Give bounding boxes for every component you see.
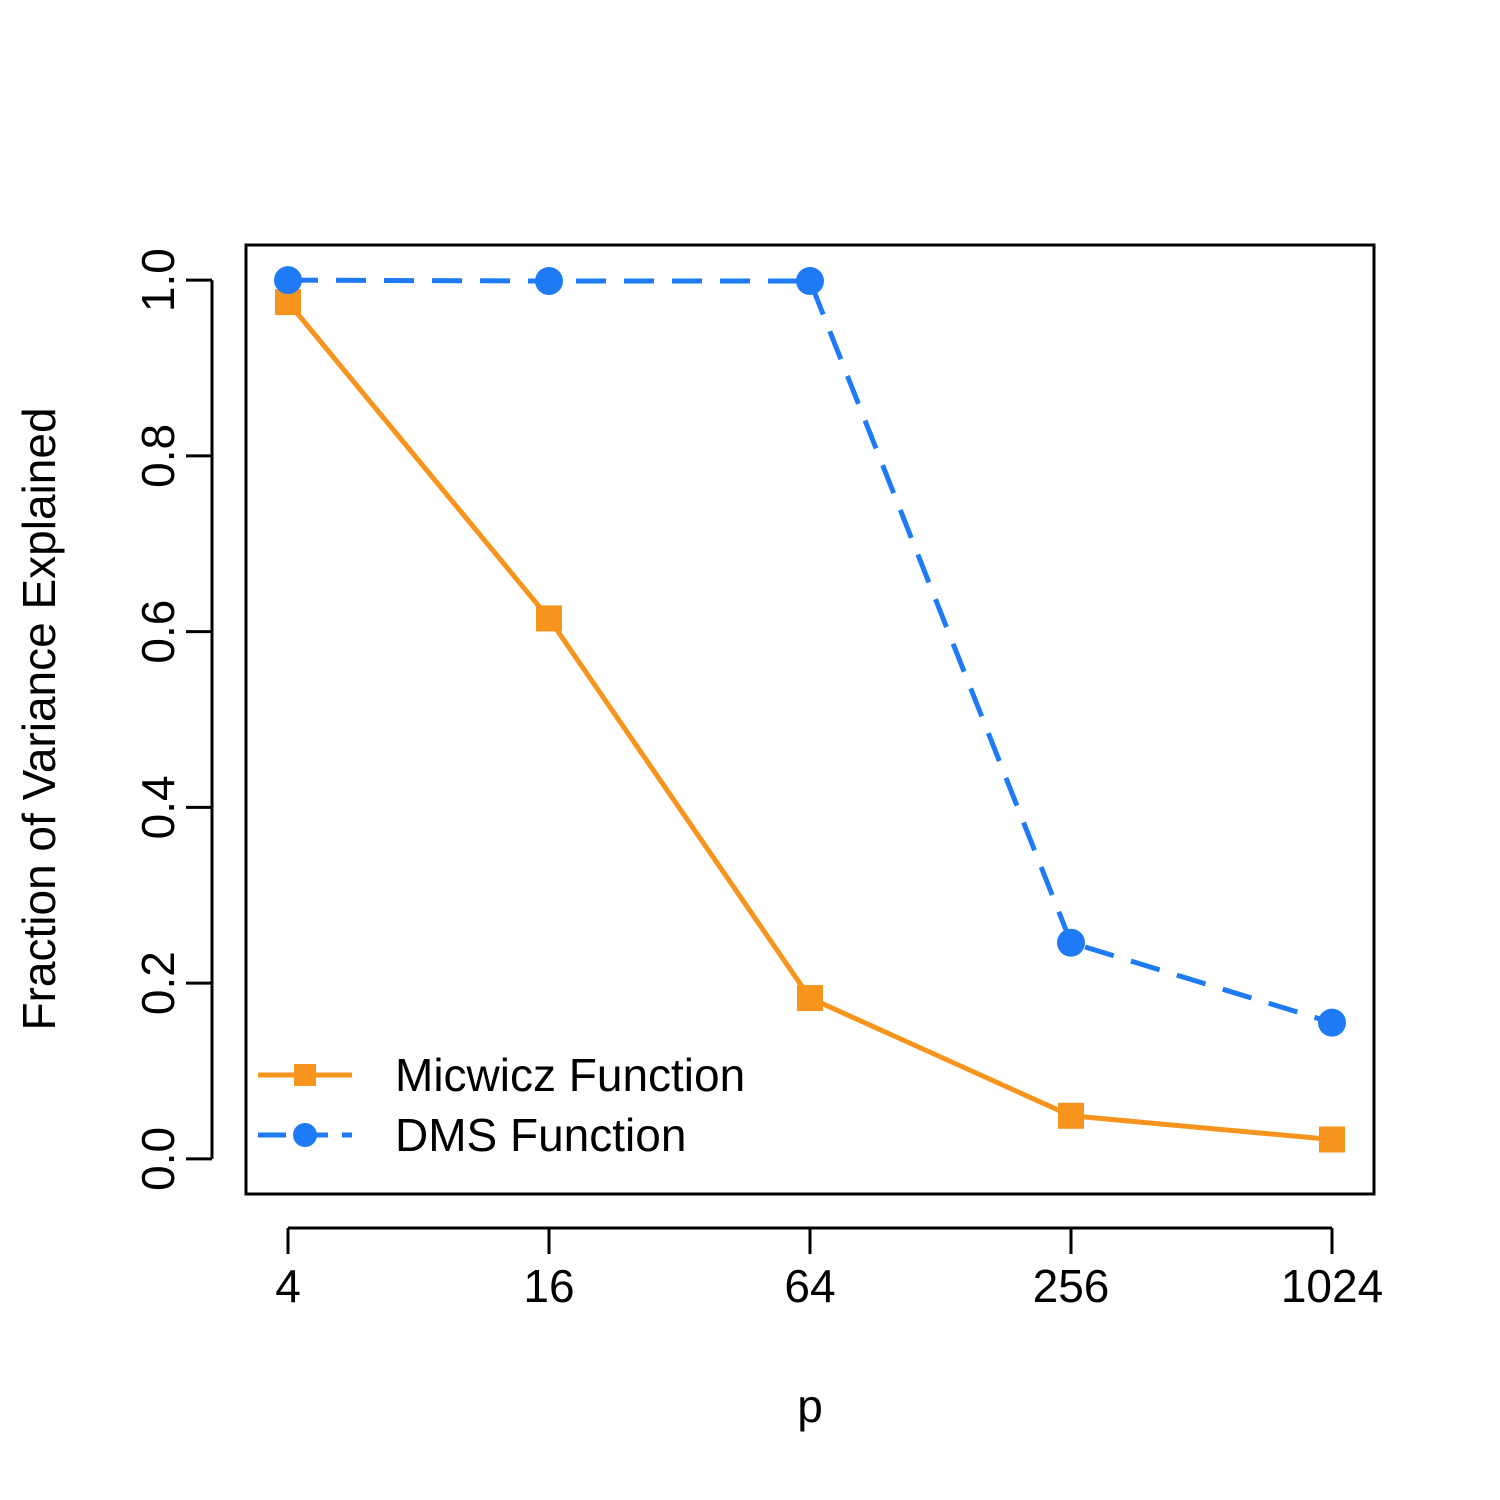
x-tick-label: 1024 (1281, 1260, 1383, 1312)
y-tick-label: 0.4 (132, 775, 184, 839)
legend-item-dms-function: DMS Function (258, 1109, 686, 1161)
y-tick-label: 0.0 (132, 1127, 184, 1191)
data-point (274, 266, 302, 295)
series-line (287, 277, 1333, 1026)
series-layer (274, 266, 1346, 1153)
legend-item-micwicz-function: Micwicz Function (258, 1049, 745, 1101)
x-tick-label: 4 (275, 1260, 301, 1312)
data-point (536, 605, 562, 632)
legend-marker (293, 1123, 317, 1147)
legend: Micwicz Function DMS Function (258, 1049, 745, 1161)
data-point (796, 267, 824, 296)
y-axis-title: Fraction of Variance Explained (13, 407, 65, 1030)
plot-frame (244, 243, 1376, 1196)
x-tick-label: 256 (1033, 1260, 1110, 1312)
legend-label: Micwicz Function (395, 1049, 745, 1101)
series-micwicz-function (275, 289, 1345, 1153)
y-tick-label: 0.8 (132, 424, 184, 488)
x-axis: 4 16 64 256 1024 (275, 1226, 1383, 1312)
x-axis-title: p (797, 1380, 823, 1432)
series-dms-function (274, 266, 1346, 1037)
data-point (1057, 928, 1085, 957)
data-point (797, 985, 823, 1012)
x-tick-label: 16 (523, 1260, 574, 1312)
legend-marker (294, 1064, 316, 1086)
y-axis: 0.0 0.2 0.4 0.6 0.8 1.0 (132, 248, 214, 1191)
data-point (1318, 1008, 1346, 1037)
y-tick-label: 0.2 (132, 951, 184, 1015)
data-point (1319, 1126, 1345, 1153)
x-tick-label: 64 (784, 1260, 835, 1312)
y-tick-label: 1.0 (132, 248, 184, 312)
legend-label: DMS Function (395, 1109, 686, 1161)
data-point (535, 267, 563, 296)
data-point (1058, 1102, 1084, 1129)
y-tick-label: 0.6 (132, 600, 184, 664)
